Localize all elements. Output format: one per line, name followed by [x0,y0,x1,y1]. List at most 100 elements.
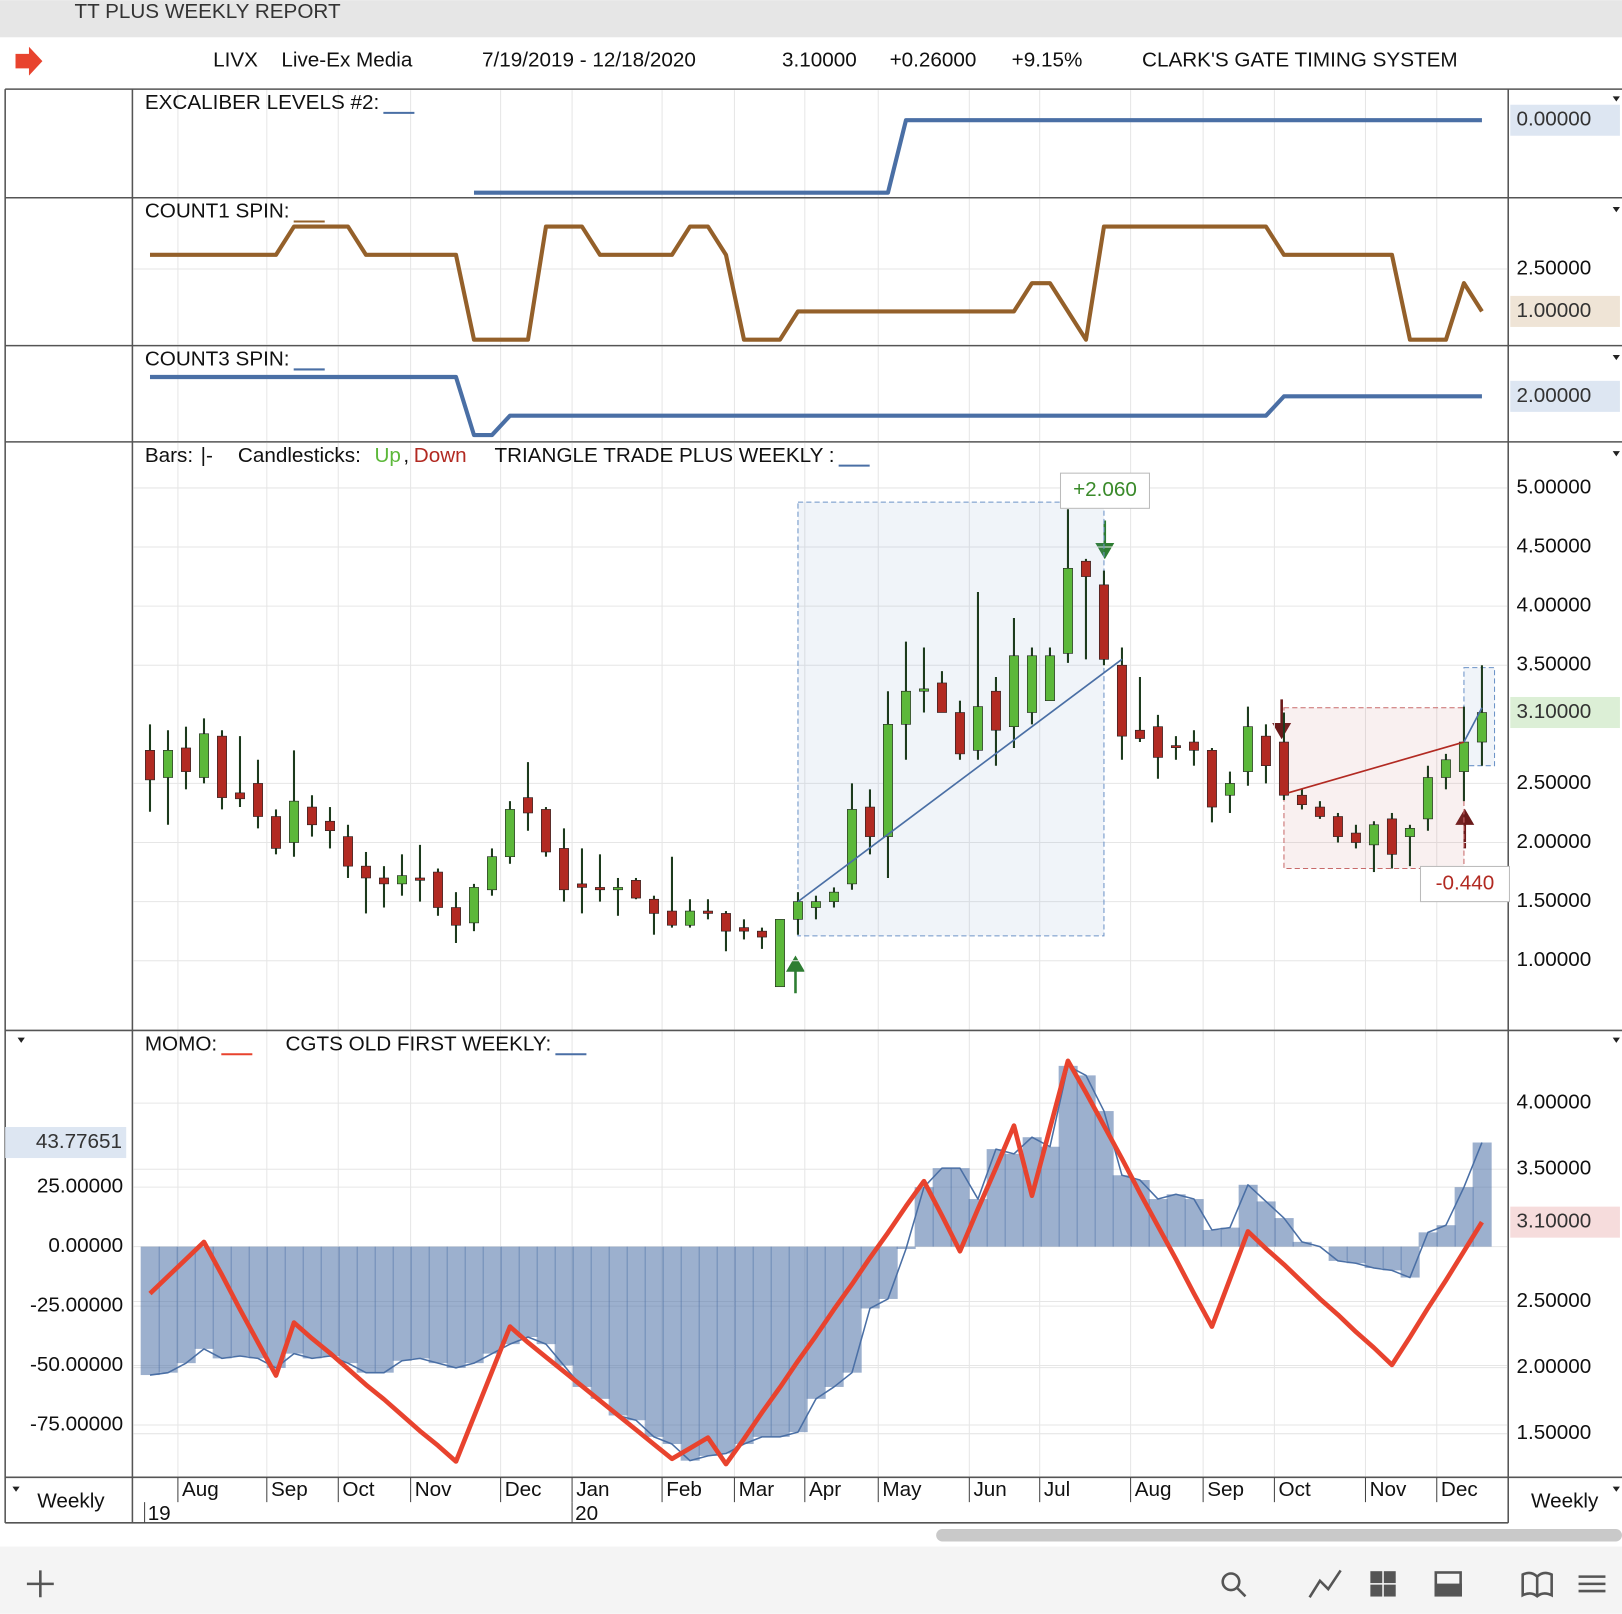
histogram-bar [212,1246,232,1359]
candle-body [936,682,947,713]
candle-body [289,800,299,843]
x-tick-label: Jun [973,1478,1006,1501]
candle-body [613,887,623,891]
current-value-box [1510,380,1620,412]
current-value-box [1510,1206,1620,1238]
y-tick-label: 3.50000 [1516,1157,1591,1180]
buy-arrow [1455,808,1475,849]
current-value-box [1510,696,1620,729]
current-value: 0.00000 [1516,108,1591,131]
candle-body [990,690,1001,731]
candle-body [1458,741,1469,772]
candle-body [1476,712,1487,743]
candle-body [1008,655,1019,727]
x-tick-label: Sep [271,1478,308,1501]
current-value: 3.10000 [1516,1210,1591,1233]
histogram-bar [842,1246,862,1373]
histogram-bar [878,1246,898,1299]
y-tick-label: 1.50000 [1516,1421,1591,1444]
histogram-bar [1274,1218,1294,1247]
candle-body [1350,832,1361,843]
x-tick-label: Aug [1135,1478,1172,1501]
legend-item: CGTS OLD FIRST WEEKLY: [286,1032,552,1055]
candle-body [649,898,659,914]
histogram-bar [1436,1225,1456,1247]
histogram-bar [1058,1065,1078,1247]
x-tick-label: Jul [1044,1478,1070,1501]
x-tick-label: Nov [1370,1478,1407,1501]
histogram-bar [1382,1246,1402,1271]
candle-body [1332,816,1343,837]
series-line [148,1058,1484,1467]
histogram-bar [1166,1194,1186,1247]
candle-body [1404,828,1415,837]
current-value: 1.00000 [1516,299,1591,322]
candle-body [739,927,749,932]
trade-label: +2.060 [1073,478,1137,501]
y-tick-label: 25.00000 [37,1175,123,1198]
candle-body [703,910,713,914]
series-line [473,118,1482,195]
candle-body [217,735,227,798]
candle-body [1188,741,1199,751]
histogram-bar [824,1246,844,1387]
y-tick-label: 3.50000 [1516,653,1591,676]
y-tick-label: -50.00000 [30,1353,123,1376]
candle-body [271,816,281,849]
histogram-bar [662,1246,682,1445]
period-label: Weekly [37,1490,105,1513]
histogram-bar [446,1246,466,1368]
candle-body [325,820,335,832]
candle-body [846,809,857,885]
histogram-bar [554,1246,574,1366]
x-tick-label: Mar [739,1478,775,1501]
candle-body [918,688,929,692]
legend-item: MOMO: [145,1032,217,1055]
candle-body [1242,726,1253,772]
trend-line [1463,707,1483,743]
toolbar-icons[interactable] [26,1569,1606,1598]
scrollbar[interactable] [936,1529,1622,1542]
candle-body [1296,794,1307,806]
legend-item: |- [201,444,213,467]
candle-body [1170,745,1181,748]
series-line [149,224,1484,342]
candle-body [1134,729,1145,739]
legend-item: Bars: [145,444,193,467]
legend-item: TRIANGLE TRADE PLUS WEEKLY : [494,444,834,467]
candle-body [235,792,245,800]
histogram-bar [1184,1199,1204,1247]
change-pct: +9.15% [1012,49,1083,72]
candle-body [1152,726,1163,758]
histogram-bar [158,1246,178,1373]
y-tick-label: 2.00000 [1516,830,1591,853]
y-tick-label: 4.00000 [1516,594,1591,617]
histogram-bar [1292,1241,1312,1247]
system-name: CLARK'S GATE TIMING SYSTEM [1142,49,1458,72]
window-title: TT PLUS WEEKLY REPORT [74,0,341,23]
panel-title: COUNT3 SPIN: [145,348,290,371]
histogram-bar [1418,1232,1438,1247]
y-tick-label: 4.50000 [1516,535,1591,558]
y-tick-label: 1.00000 [1516,948,1591,971]
candle-body [685,910,695,926]
company: Live-Ex Media [281,49,412,72]
x-tick-label: Oct [342,1478,374,1501]
menu-arrow[interactable] [15,46,43,76]
panel-title: COUNT1 SPIN: [145,200,290,223]
histogram-bar [1256,1201,1276,1247]
legend-item: Candlesticks: [238,444,361,467]
candle-body [1278,741,1289,796]
change: +0.26000 [890,49,977,72]
trade-label-box [1419,865,1510,903]
histogram-bar [1112,1175,1132,1247]
candle-body [487,856,497,891]
histogram-bar [482,1246,502,1354]
trend-line [797,658,1123,903]
histogram-bar [1238,1184,1258,1247]
histogram-bar [770,1246,790,1437]
histogram-bar [590,1246,610,1399]
histogram-bar [140,1246,160,1376]
x-tick-label: Feb [666,1478,702,1501]
y-tick-label: 2.50000 [1516,256,1591,279]
